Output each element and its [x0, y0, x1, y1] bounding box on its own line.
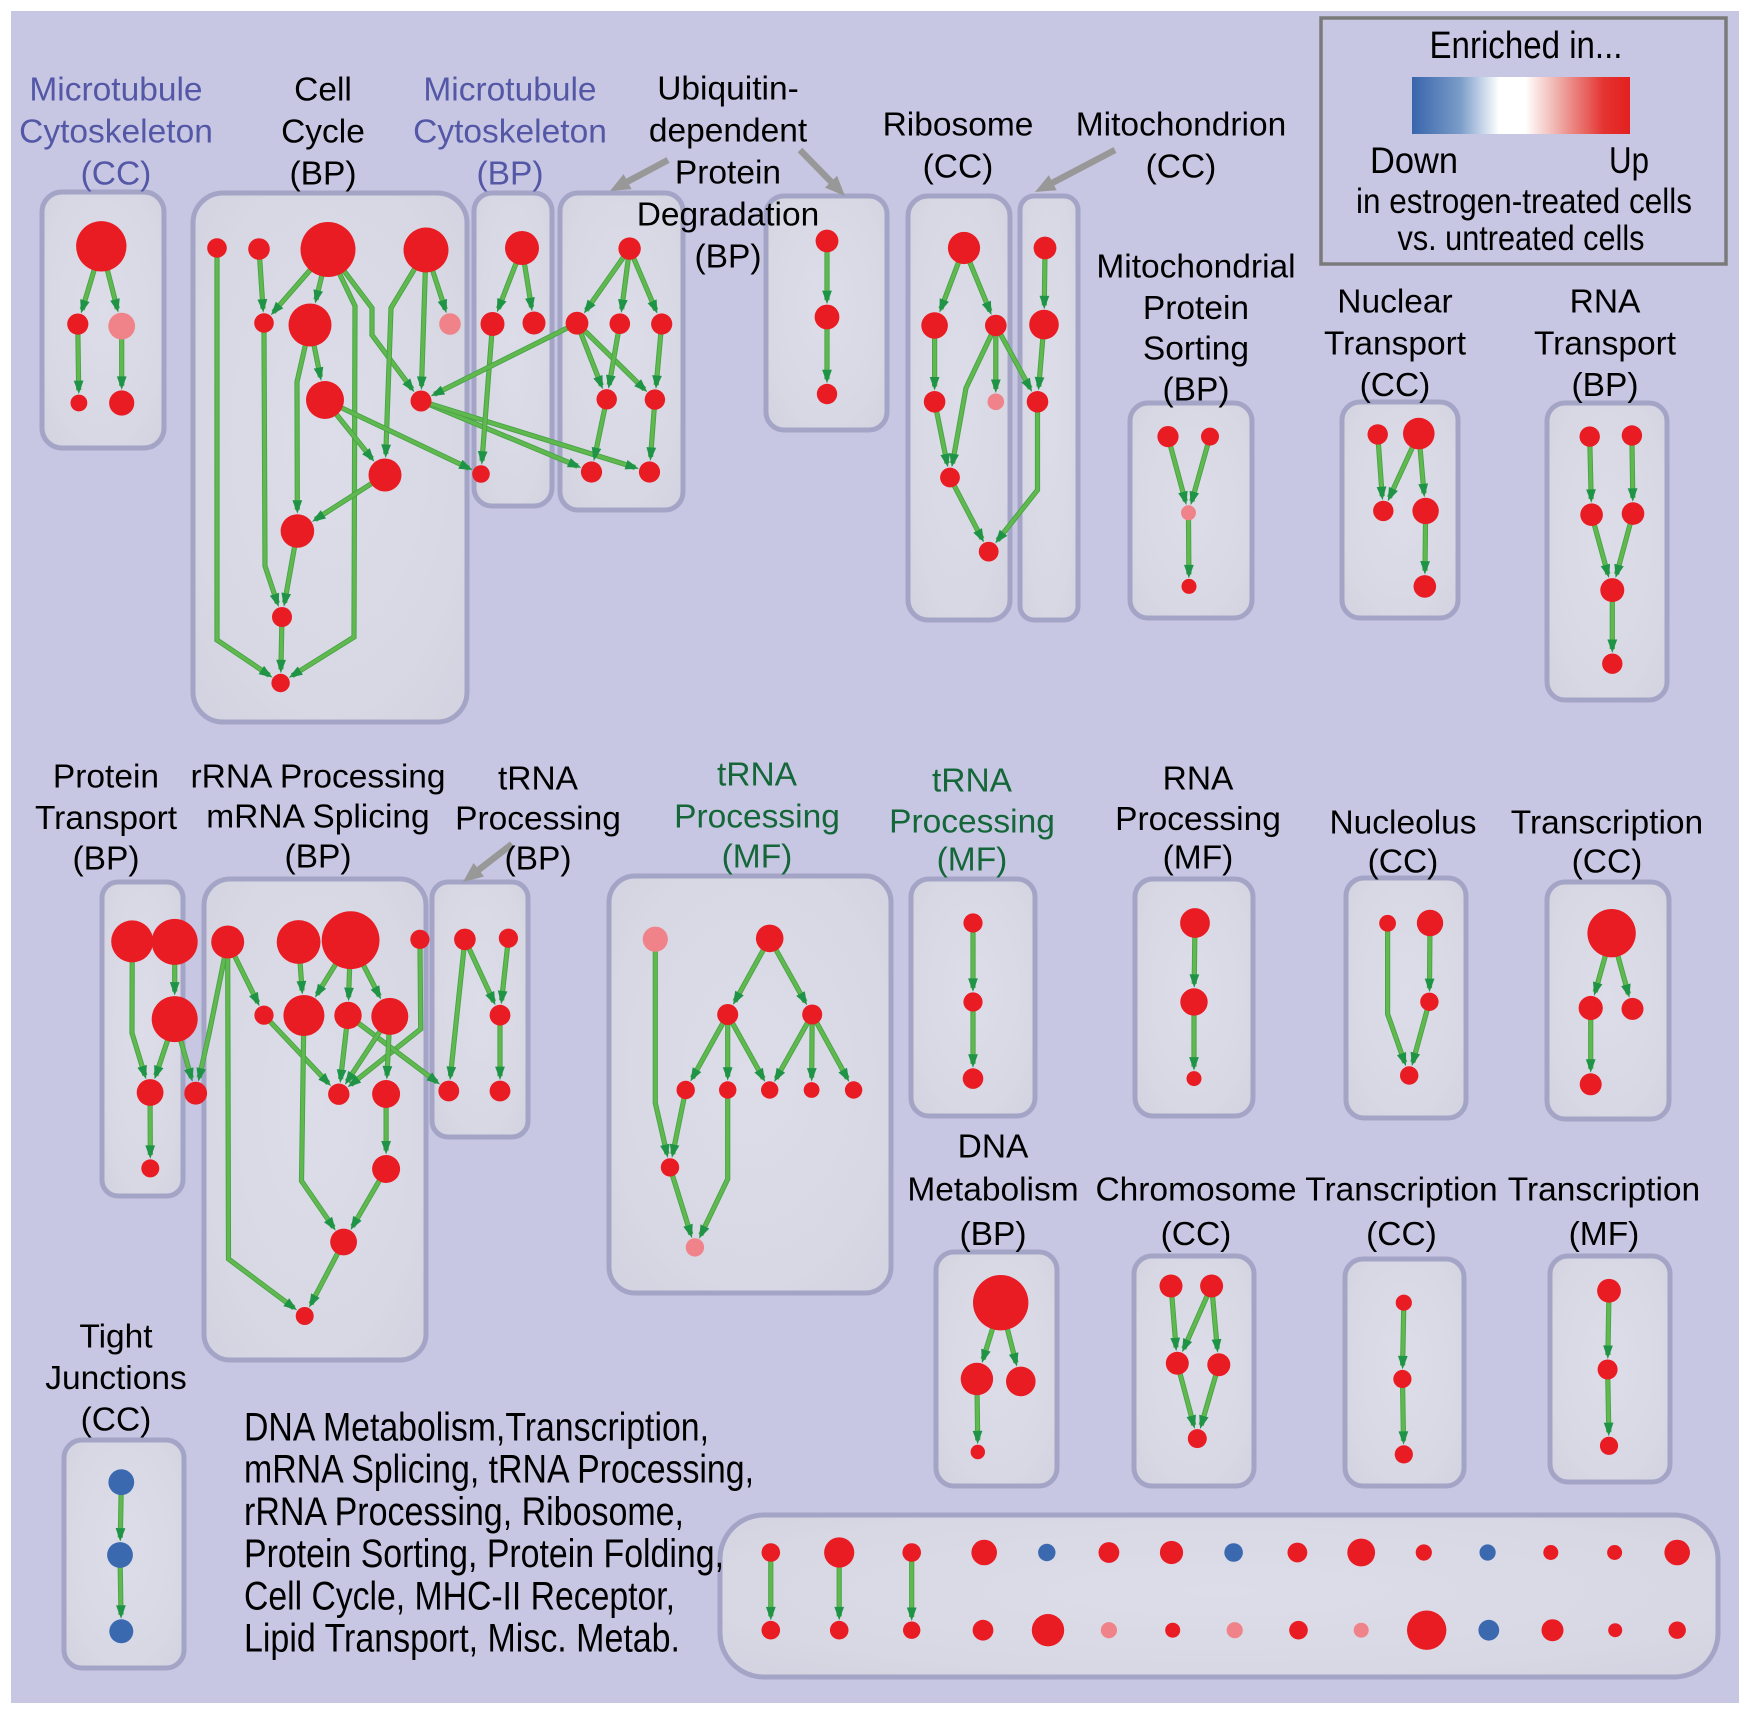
svg-text:(BP): (BP) — [505, 841, 572, 878]
svg-text:Mitochondrial: Mitochondrial — [1096, 249, 1295, 286]
svg-text:(CC): (CC) — [81, 156, 152, 193]
svg-text:(CC): (CC) — [1360, 367, 1431, 404]
svg-text:DNA: DNA — [958, 1129, 1029, 1166]
svg-text:Mitochondrion: Mitochondrion — [1076, 107, 1286, 144]
svg-text:(BP): (BP) — [285, 839, 352, 876]
svg-text:Microtubule: Microtubule — [423, 72, 596, 109]
svg-text:Cytoskeleton: Cytoskeleton — [413, 114, 607, 151]
svg-text:Processing: Processing — [1115, 801, 1281, 838]
svg-text:Transcription: Transcription — [1508, 1172, 1700, 1209]
svg-text:Lipid Transport, Misc. Metab.: Lipid Transport, Misc. Metab. — [244, 1617, 680, 1661]
svg-text:(CC): (CC) — [1366, 1216, 1437, 1253]
svg-text:(CC): (CC) — [1146, 149, 1217, 186]
svg-text:Cell: Cell — [294, 72, 352, 109]
svg-text:Tight: Tight — [79, 1319, 153, 1356]
svg-text:vs. untreated cells: vs. untreated cells — [1398, 219, 1645, 258]
svg-text:(BP): (BP) — [477, 156, 544, 193]
svg-text:(MF): (MF) — [937, 842, 1008, 879]
svg-text:Protein: Protein — [675, 155, 781, 192]
svg-text:Processing: Processing — [455, 801, 621, 838]
svg-text:Processing: Processing — [674, 799, 840, 836]
svg-text:tRNA: tRNA — [932, 763, 1013, 800]
svg-text:(CC): (CC) — [1161, 1216, 1232, 1253]
svg-text:Transport: Transport — [1324, 326, 1467, 363]
svg-text:Cell Cycle, MHC-II Receptor,: Cell Cycle, MHC-II Receptor, — [244, 1574, 675, 1618]
svg-text:Down: Down — [1370, 140, 1458, 181]
svg-text:Metabolism: Metabolism — [907, 1172, 1078, 1209]
svg-text:(BP): (BP) — [73, 841, 140, 878]
svg-text:Ribosome: Ribosome — [883, 107, 1034, 144]
svg-text:(BP): (BP) — [1163, 372, 1230, 409]
svg-text:rRNA Processing: rRNA Processing — [190, 759, 445, 796]
svg-text:(MF): (MF) — [1569, 1216, 1640, 1253]
svg-text:Up: Up — [1609, 140, 1649, 181]
svg-text:Protein Sorting, Protein Foldi: Protein Sorting, Protein Folding, — [244, 1532, 724, 1576]
svg-text:Protein: Protein — [1143, 290, 1249, 327]
svg-text:Cytoskeleton: Cytoskeleton — [19, 114, 213, 151]
svg-text:RNA: RNA — [1570, 284, 1641, 321]
svg-text:Degradation: Degradation — [637, 197, 820, 234]
svg-text:DNA Metabolism,Transcription,: DNA Metabolism,Transcription, — [244, 1406, 709, 1450]
svg-text:Protein: Protein — [53, 759, 159, 796]
svg-text:dependent: dependent — [649, 113, 808, 150]
svg-text:Cycle: Cycle — [281, 114, 365, 151]
svg-text:(CC): (CC) — [1572, 844, 1643, 881]
svg-text:rRNA Processing, Ribosome,: rRNA Processing, Ribosome, — [244, 1490, 684, 1534]
svg-text:Chromosome: Chromosome — [1095, 1172, 1296, 1209]
svg-text:tRNA: tRNA — [498, 761, 579, 798]
svg-text:(BP): (BP) — [1572, 367, 1639, 404]
svg-text:(BP): (BP) — [290, 156, 357, 193]
svg-text:Enriched in...: Enriched in... — [1430, 25, 1623, 67]
svg-text:RNA: RNA — [1163, 761, 1234, 798]
svg-text:(BP): (BP) — [960, 1216, 1027, 1253]
svg-text:Nucleolus: Nucleolus — [1329, 805, 1476, 842]
svg-text:(CC): (CC) — [81, 1402, 152, 1439]
svg-text:(CC): (CC) — [923, 149, 994, 186]
svg-text:Transcription: Transcription — [1511, 805, 1703, 842]
svg-text:mRNA Splicing: mRNA Splicing — [206, 799, 429, 836]
svg-text:mRNA Splicing, tRNA Processing: mRNA Splicing, tRNA Processing, — [244, 1448, 754, 1492]
svg-text:(BP): (BP) — [695, 239, 762, 276]
svg-text:tRNA: tRNA — [717, 757, 798, 794]
svg-text:Microtubule: Microtubule — [29, 72, 202, 109]
svg-text:Nuclear: Nuclear — [1337, 284, 1452, 321]
svg-text:Transcription: Transcription — [1305, 1172, 1497, 1209]
svg-text:(CC): (CC) — [1368, 844, 1439, 881]
svg-text:Sorting: Sorting — [1143, 331, 1249, 368]
svg-text:Ubiquitin-: Ubiquitin- — [657, 71, 799, 108]
svg-text:Transport: Transport — [35, 800, 178, 837]
svg-text:(MF): (MF) — [722, 839, 793, 876]
svg-text:(MF): (MF) — [1163, 840, 1234, 877]
svg-text:Junctions: Junctions — [45, 1360, 187, 1397]
svg-text:Transport: Transport — [1534, 326, 1677, 363]
svg-text:in estrogen-treated cells: in estrogen-treated cells — [1356, 182, 1692, 221]
svg-text:Processing: Processing — [889, 804, 1055, 841]
